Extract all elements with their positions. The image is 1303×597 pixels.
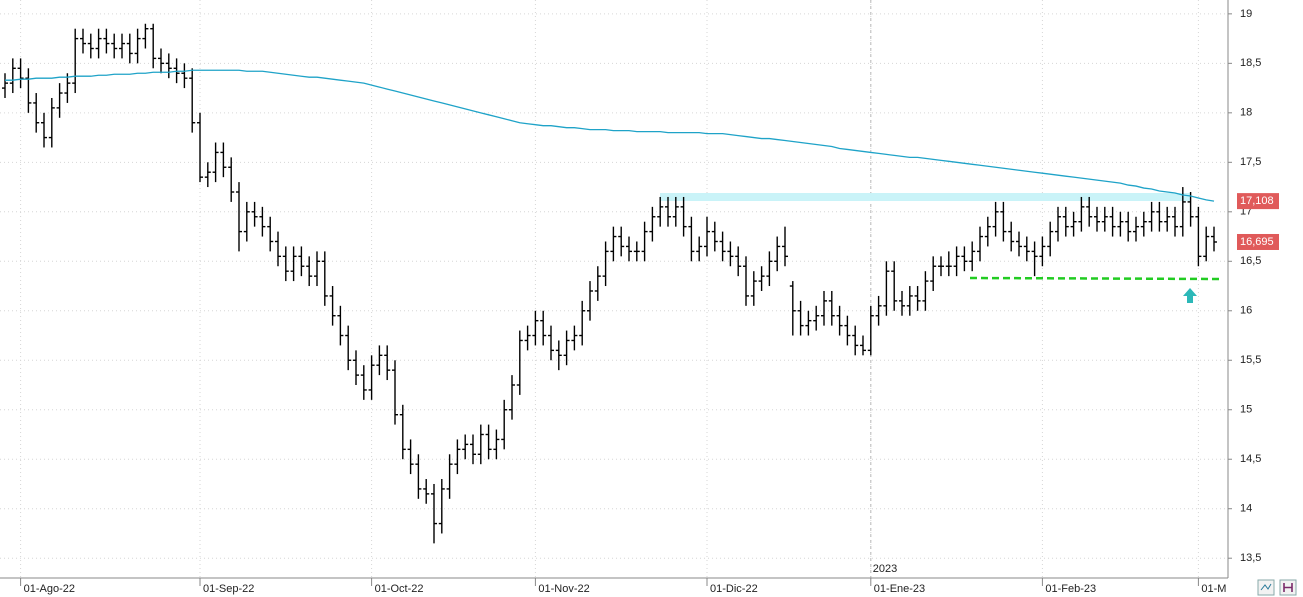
y-tick-label: 16,5 <box>1240 255 1261 267</box>
y-tick-label: 16 <box>1240 305 1252 317</box>
y-tick-label: 17,5 <box>1240 156 1261 168</box>
x-tick-label: 01-Nov-22 <box>538 583 589 595</box>
x-tick-label: 01-Oct-22 <box>375 583 424 595</box>
resistance-band <box>660 193 1190 201</box>
zoom-button[interactable] <box>1257 579 1275 596</box>
y-tick-label: 15 <box>1240 404 1252 416</box>
x-tick-label: 01-Feb-23 <box>1045 583 1096 595</box>
y-tick-label: 18,5 <box>1240 57 1261 69</box>
price-label: 16,695 <box>1240 236 1274 248</box>
y-tick-label: 19 <box>1240 8 1252 20</box>
year-label: 2023 <box>873 563 897 575</box>
h-icon <box>1283 583 1293 592</box>
y-tick-label: 18 <box>1240 107 1252 119</box>
y-tick-label: 15,5 <box>1240 354 1261 366</box>
moving-average <box>5 69 1215 202</box>
price-label: 17,108 <box>1240 195 1274 207</box>
x-tick-label: 01-Sep-22 <box>203 583 254 595</box>
zoom-icon <box>1260 583 1272 591</box>
x-tick-label: 01-M <box>1201 583 1226 595</box>
axis-labels: 13,51414,51515,51616,51717,51818,51901-A… <box>20 8 1279 595</box>
x-tick-label: 01-Dic-22 <box>710 583 758 595</box>
price-label-box <box>1237 233 1279 250</box>
support-line <box>969 276 1223 281</box>
y-tick-label: 14 <box>1240 503 1252 515</box>
x-tick-label: 01-Ene-23 <box>874 583 925 595</box>
y-tick-label: 13,5 <box>1240 552 1261 564</box>
y-tick-label: 14,5 <box>1240 453 1261 465</box>
x-tick-label: 01-Ago-22 <box>24 583 75 595</box>
grid <box>0 0 1228 578</box>
arrow-icon <box>1183 288 1197 303</box>
price-label-box <box>1237 193 1279 210</box>
marks <box>2 23 1217 544</box>
